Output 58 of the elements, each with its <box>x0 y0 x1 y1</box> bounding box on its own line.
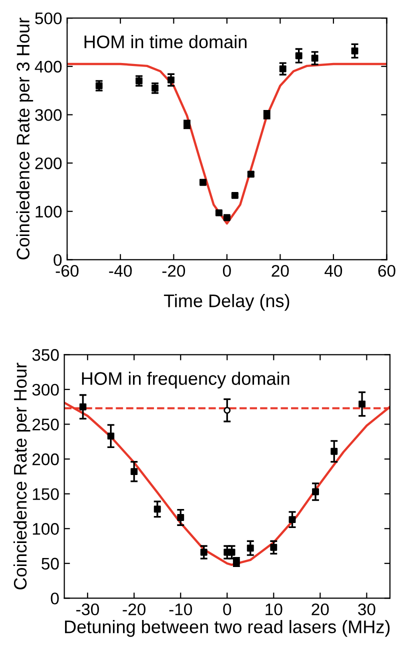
point <box>154 506 161 513</box>
y-tick-label: 100 <box>32 523 59 535</box>
x-tick-label: 0 <box>222 264 231 277</box>
y-tick-label: 200 <box>32 453 59 466</box>
x-axis-title: Detuning between two read lasers (MHz) <box>65 620 390 637</box>
point <box>358 400 366 408</box>
x-tick-label: -20 <box>162 264 186 277</box>
point <box>279 65 286 72</box>
point <box>351 47 358 54</box>
y-tick-label: 50 <box>42 558 59 570</box>
point <box>312 488 319 496</box>
y-tick-label: 0 <box>54 254 62 266</box>
point <box>311 54 318 62</box>
x-tick-label: 20 <box>312 603 329 616</box>
point <box>288 516 296 524</box>
point <box>199 178 206 186</box>
point <box>79 403 86 410</box>
point <box>177 514 184 521</box>
y-tick-label: 350 <box>32 349 59 361</box>
x-tick-label: 10 <box>266 603 282 616</box>
y-tick-label: 100 <box>36 206 62 218</box>
point <box>107 432 114 440</box>
point <box>168 76 174 84</box>
y-tick-label: 400 <box>34 60 62 73</box>
y-tick-label: 0 <box>50 592 59 604</box>
y-tick-label: 250 <box>32 418 59 430</box>
x-tick-label: 40 <box>324 264 342 277</box>
point <box>330 448 338 455</box>
point <box>136 77 143 84</box>
x-tick-label: -30 <box>76 603 99 616</box>
point <box>270 544 278 551</box>
x-tick-label: -40 <box>109 264 132 277</box>
y-tick-label: 200 <box>35 157 62 170</box>
line-series <box>67 62 387 225</box>
x-tick-label: -60 <box>56 264 79 277</box>
y-tick-label: 300 <box>35 109 62 121</box>
point <box>246 544 254 552</box>
point <box>224 406 231 414</box>
y-axis-title: Coinciedence Rate per 3 Hour <box>16 18 34 260</box>
x-tick-label: 60 <box>378 264 396 277</box>
annotation: HOM in time domain <box>84 35 246 48</box>
x-axis-title: Time Delay (ns) <box>164 294 290 311</box>
y-axis-title: Coinciedence Rate per Hour <box>13 362 30 590</box>
x-tick-label: 30 <box>358 603 376 616</box>
x-tick-label: 0 <box>223 603 232 616</box>
y-tick-label: 150 <box>32 488 59 500</box>
x-tick-label: -10 <box>169 603 192 616</box>
point <box>228 548 236 556</box>
point <box>152 84 158 92</box>
x-tick-label: -20 <box>122 603 146 616</box>
annotation: HOM in frequency domain <box>82 372 290 389</box>
point <box>295 52 302 60</box>
point <box>200 548 208 556</box>
point <box>96 82 103 90</box>
point <box>130 468 138 476</box>
y-tick-label: 500 <box>35 12 62 24</box>
x-tick-label: 20 <box>272 264 289 277</box>
y-tick-label: 300 <box>32 384 59 396</box>
